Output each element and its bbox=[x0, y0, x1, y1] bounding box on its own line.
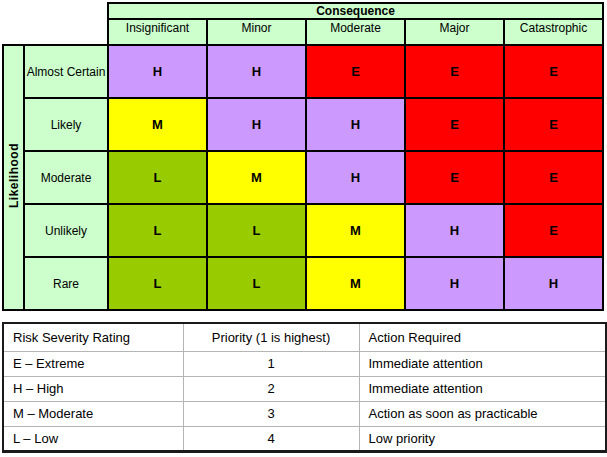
risk-cell-moderate-moderate: H bbox=[306, 151, 405, 204]
risk-cell-almost-certain-insignificant: H bbox=[108, 45, 207, 98]
legend-action-moderate: Action as soon as practicable bbox=[359, 401, 606, 426]
legend-priority-high: 2 bbox=[183, 376, 359, 401]
legend-priority-low: 4 bbox=[183, 426, 359, 451]
risk-cell-unlikely-insignificant: L bbox=[108, 204, 207, 257]
risk-cell-likely-moderate: H bbox=[306, 98, 405, 151]
consequence-level-major: Major bbox=[405, 19, 504, 45]
legend-row-extreme: E – Extreme 1 Immediate attention bbox=[3, 351, 606, 376]
likelihood-axis-cell: Likelihood bbox=[3, 45, 24, 310]
consequence-level-moderate: Moderate bbox=[306, 19, 405, 45]
legend-row-high: H – High 2 Immediate attention bbox=[3, 376, 606, 401]
risk-cell-rare-minor: L bbox=[207, 257, 306, 310]
matrix-row-moderate: Moderate L M H E E bbox=[3, 151, 603, 204]
legend-header-row: Risk Severity Rating Priority (1 is high… bbox=[3, 323, 606, 351]
risk-cell-rare-catastrophic: H bbox=[504, 257, 603, 310]
risk-cell-likely-major: E bbox=[405, 98, 504, 151]
consequence-level-catastrophic: Catastrophic bbox=[504, 19, 603, 45]
legend-action-high: Immediate attention bbox=[359, 376, 606, 401]
risk-cell-rare-moderate: M bbox=[306, 257, 405, 310]
likelihood-axis-title: Likelihood bbox=[7, 143, 21, 208]
legend-priority-moderate: 3 bbox=[183, 401, 359, 426]
matrix-row-likely: Likely M H H E E bbox=[3, 98, 603, 151]
consequence-level-insignificant: Insignificant bbox=[108, 19, 207, 45]
risk-cell-moderate-major: E bbox=[405, 151, 504, 204]
risk-cell-almost-certain-catastrophic: E bbox=[504, 45, 603, 98]
risk-cell-unlikely-major: H bbox=[405, 204, 504, 257]
legend-header-priority: Priority (1 is highest) bbox=[183, 323, 359, 351]
risk-cell-likely-insignificant: M bbox=[108, 98, 207, 151]
likelihood-label-almost-certain: Almost Certain bbox=[24, 45, 108, 98]
risk-cell-almost-certain-major: E bbox=[405, 45, 504, 98]
risk-cell-almost-certain-moderate: E bbox=[306, 45, 405, 98]
consequence-header-table: Consequence Insignificant Minor Moderate… bbox=[107, 2, 604, 46]
legend-action-low: Low priority bbox=[359, 426, 606, 451]
matrix-row-unlikely: Unlikely L L M H E bbox=[3, 204, 603, 257]
legend-rating-low: L – Low bbox=[3, 426, 183, 451]
risk-cell-moderate-insignificant: L bbox=[108, 151, 207, 204]
likelihood-label-rare: Rare bbox=[24, 257, 108, 310]
risk-cell-likely-minor: H bbox=[207, 98, 306, 151]
legend-row-moderate: M – Moderate 3 Action as soon as practic… bbox=[3, 401, 606, 426]
risk-cell-likely-catastrophic: E bbox=[504, 98, 603, 151]
likelihood-label-unlikely: Unlikely bbox=[24, 204, 108, 257]
legend-header-rating: Risk Severity Rating bbox=[3, 323, 183, 351]
risk-matrix-table: Likelihood Almost Certain H H E E E Like… bbox=[2, 44, 604, 311]
risk-cell-rare-insignificant: L bbox=[108, 257, 207, 310]
legend-rating-moderate: M – Moderate bbox=[3, 401, 183, 426]
matrix-row-rare: Rare L L M H H bbox=[3, 257, 603, 310]
consequence-axis-title: Consequence bbox=[108, 3, 603, 19]
likelihood-label-likely: Likely bbox=[24, 98, 108, 151]
legend-header-action: Action Required bbox=[359, 323, 606, 351]
consequence-level-minor: Minor bbox=[207, 19, 306, 45]
risk-cell-unlikely-minor: L bbox=[207, 204, 306, 257]
legend-action-extreme: Immediate attention bbox=[359, 351, 606, 376]
risk-cell-rare-major: H bbox=[405, 257, 504, 310]
risk-cell-moderate-minor: M bbox=[207, 151, 306, 204]
risk-cell-moderate-catastrophic: E bbox=[504, 151, 603, 204]
risk-cell-almost-certain-minor: H bbox=[207, 45, 306, 98]
risk-cell-unlikely-catastrophic: E bbox=[504, 204, 603, 257]
legend-row-low: L – Low 4 Low priority bbox=[3, 426, 606, 451]
legend-rating-high: H – High bbox=[3, 376, 183, 401]
matrix-row-almost-certain: Likelihood Almost Certain H H E E E bbox=[3, 45, 603, 98]
legend-priority-extreme: 1 bbox=[183, 351, 359, 376]
likelihood-label-moderate: Moderate bbox=[24, 151, 108, 204]
risk-matrix-page: Consequence Insignificant Minor Moderate… bbox=[0, 0, 607, 457]
severity-legend-table: Risk Severity Rating Priority (1 is high… bbox=[2, 322, 607, 453]
legend-rating-extreme: E – Extreme bbox=[3, 351, 183, 376]
risk-cell-unlikely-moderate: M bbox=[306, 204, 405, 257]
